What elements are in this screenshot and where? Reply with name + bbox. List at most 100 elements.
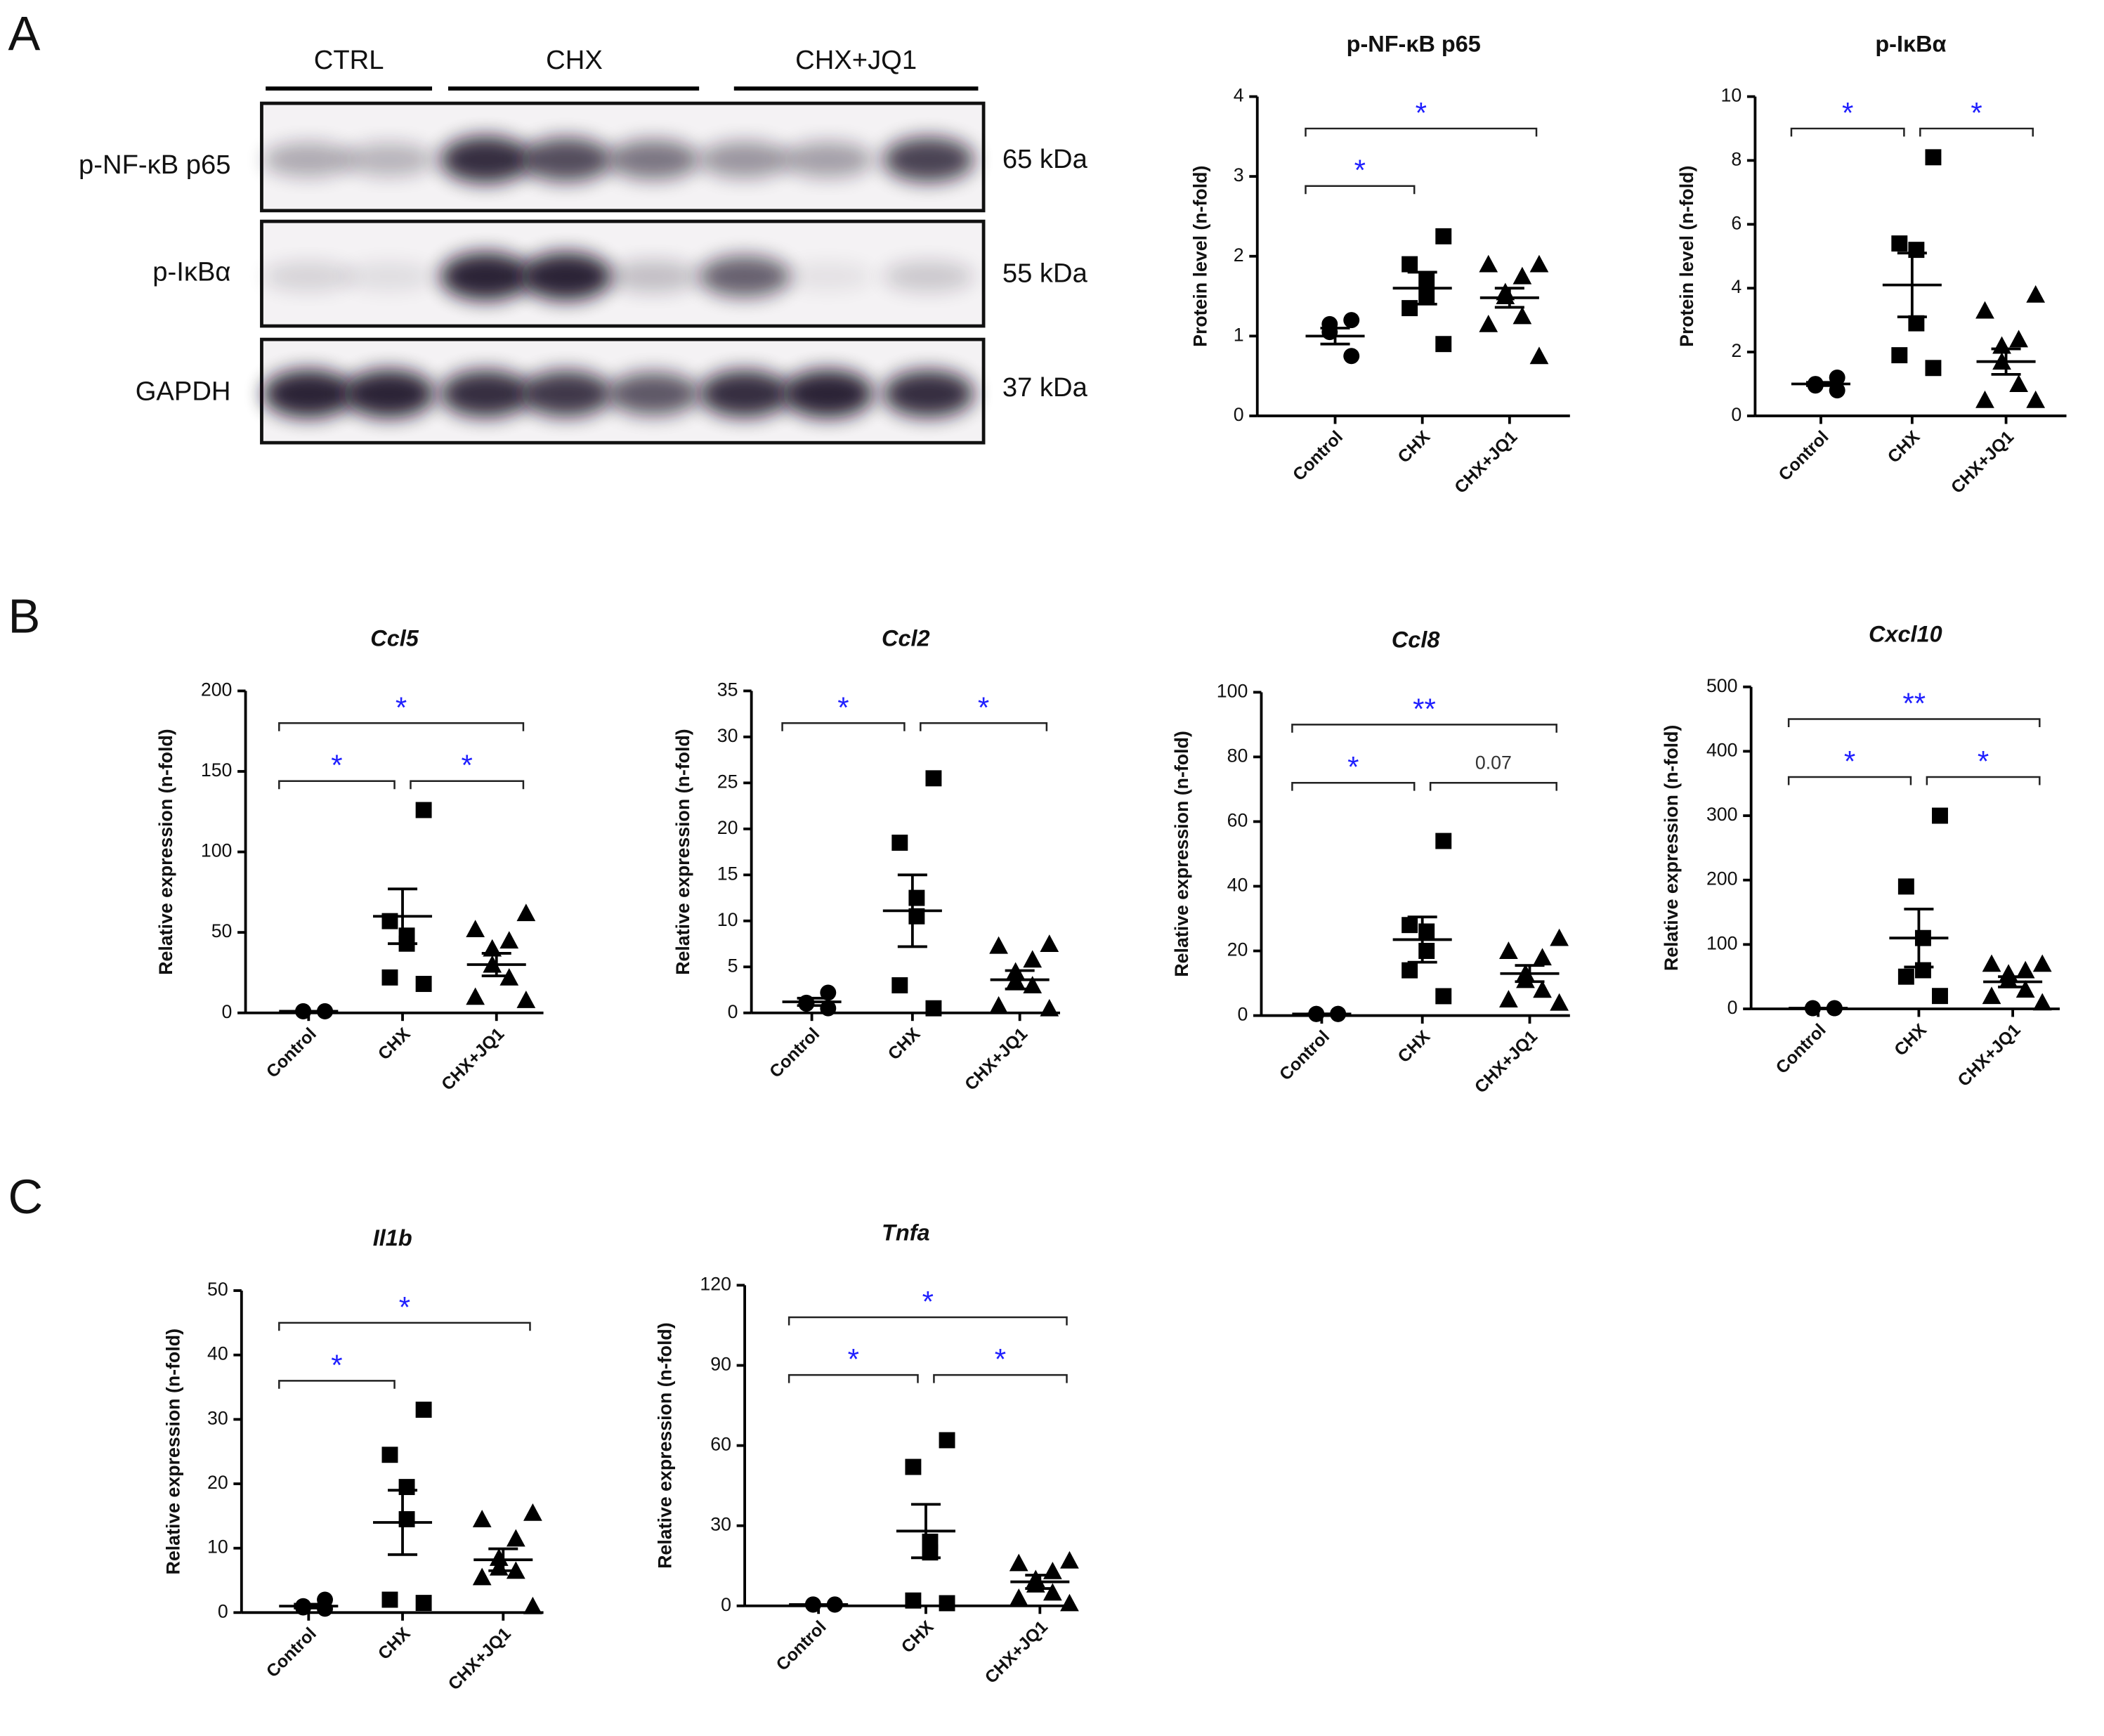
data-point xyxy=(516,903,536,922)
chart: Ccl5 0 50 100 150 200 Relative expression (n-f… xyxy=(155,625,544,1095)
y-tick-label: 8 xyxy=(1731,148,1742,169)
x-tick-label: CHX+JQ1 xyxy=(445,1624,515,1695)
data-point xyxy=(381,1591,398,1608)
y-tick-label: 120 xyxy=(700,1273,731,1294)
panel-label: B xyxy=(8,589,40,643)
panel-label: A xyxy=(8,7,40,61)
error-bar xyxy=(388,887,418,946)
data-point xyxy=(1914,962,1931,979)
y-tick-label: 60 xyxy=(710,1434,731,1455)
data-point xyxy=(1435,833,1452,849)
blot-size-label: 65 kDa xyxy=(1002,144,1088,174)
error-bar xyxy=(897,873,927,948)
y-axis-label: Protein level (n-fold) xyxy=(1190,166,1211,347)
data-point xyxy=(1009,1553,1028,1572)
x-tick-label: CHX xyxy=(1891,1020,1930,1059)
data-point xyxy=(2032,993,2052,1011)
chart-title: Ccl8 xyxy=(1392,627,1440,652)
blot-band xyxy=(263,261,355,292)
data-point xyxy=(905,1592,922,1609)
blot-band xyxy=(882,370,974,418)
data-point xyxy=(1932,807,1948,824)
blot-row-label: p-NF-κB p65 xyxy=(79,150,230,180)
data-point xyxy=(1060,1593,1079,1612)
data-point xyxy=(1435,336,1452,353)
blot-group-label: CHX+JQ1 xyxy=(795,45,917,75)
blot-band xyxy=(608,260,700,293)
data-point xyxy=(1925,149,1942,166)
y-tick-label: 0 xyxy=(1234,404,1244,425)
data-point xyxy=(1925,360,1942,377)
data-point xyxy=(820,984,837,1001)
data-point xyxy=(1533,948,1552,966)
x-tick-label: Control xyxy=(773,1617,830,1674)
chart-title: Il1b xyxy=(373,1225,412,1251)
blot-band xyxy=(440,136,532,183)
y-tick-label: 2 xyxy=(1234,244,1244,266)
significance-label: * xyxy=(1842,96,1853,129)
chart-title: Tnfa xyxy=(882,1220,930,1245)
y-tick-label: 4 xyxy=(1731,276,1742,297)
y-tick-label: 30 xyxy=(207,1407,228,1428)
blot-band xyxy=(263,142,355,177)
blot-band xyxy=(608,372,700,416)
data-point xyxy=(523,1503,542,1521)
data-point xyxy=(2009,329,2028,348)
data-point xyxy=(2009,374,2028,392)
significance-label: * xyxy=(837,691,849,724)
significance-bracket xyxy=(1787,776,1912,785)
y-tick-label: 50 xyxy=(207,1279,228,1300)
y-tick-label: 0 xyxy=(1731,404,1742,425)
significance-label: 0.07 xyxy=(1475,752,1512,774)
data-point xyxy=(1479,254,1498,273)
y-tick-label: 0 xyxy=(1727,997,1738,1018)
blot-band xyxy=(882,261,974,292)
y-tick-label: 4 xyxy=(1234,85,1244,106)
data-point xyxy=(1499,990,1518,1008)
data-point xyxy=(1401,256,1418,273)
x-tick-label: CHX+JQ1 xyxy=(981,1617,1052,1688)
x-tick-label: Control xyxy=(263,1624,320,1681)
blot-band xyxy=(521,370,612,417)
panel-label: C xyxy=(8,1170,43,1224)
significance-bracket xyxy=(1919,127,2034,137)
y-tick-label: 15 xyxy=(717,863,738,884)
data-point xyxy=(1975,390,1994,408)
y-tick-label: 30 xyxy=(710,1514,731,1535)
significance-label: * xyxy=(978,691,989,724)
blot-band xyxy=(782,262,874,291)
y-tick-label: 100 xyxy=(201,840,233,861)
x-tick-label: Control xyxy=(263,1024,320,1081)
data-point xyxy=(908,889,925,906)
y-tick-label: 1 xyxy=(1234,324,1244,345)
error-bar xyxy=(294,1603,324,1610)
data-point xyxy=(1435,228,1452,244)
significance-label: * xyxy=(331,749,342,782)
y-tick-label: 0 xyxy=(222,1001,233,1022)
x-tick-label: Control xyxy=(1276,1027,1333,1084)
significance-bracket xyxy=(781,722,906,731)
error-bar xyxy=(1805,381,1836,387)
error-bar xyxy=(1998,975,2028,988)
x-tick-label: CHX+JQ1 xyxy=(1954,1020,2025,1090)
error-bar xyxy=(388,1489,418,1556)
data-point xyxy=(1982,954,2001,972)
y-tick-label: 20 xyxy=(207,1472,228,1493)
y-axis-label: Relative expression (n-fold) xyxy=(162,1329,183,1574)
y-tick-label: 80 xyxy=(1227,745,1248,766)
blot-band xyxy=(699,370,791,418)
significance-label: * xyxy=(1844,745,1855,778)
y-tick-label: 6 xyxy=(1731,212,1742,233)
data-point xyxy=(989,996,1008,1014)
y-tick-label: 60 xyxy=(1227,809,1248,830)
data-point xyxy=(516,991,536,1008)
error-bar xyxy=(488,1547,518,1572)
significance-label: * xyxy=(396,691,407,724)
data-point xyxy=(1418,943,1435,959)
data-point xyxy=(1060,1551,1079,1569)
x-tick-label: CHX xyxy=(884,1024,924,1064)
y-tick-label: 30 xyxy=(717,725,738,746)
data-point xyxy=(2032,954,2052,972)
